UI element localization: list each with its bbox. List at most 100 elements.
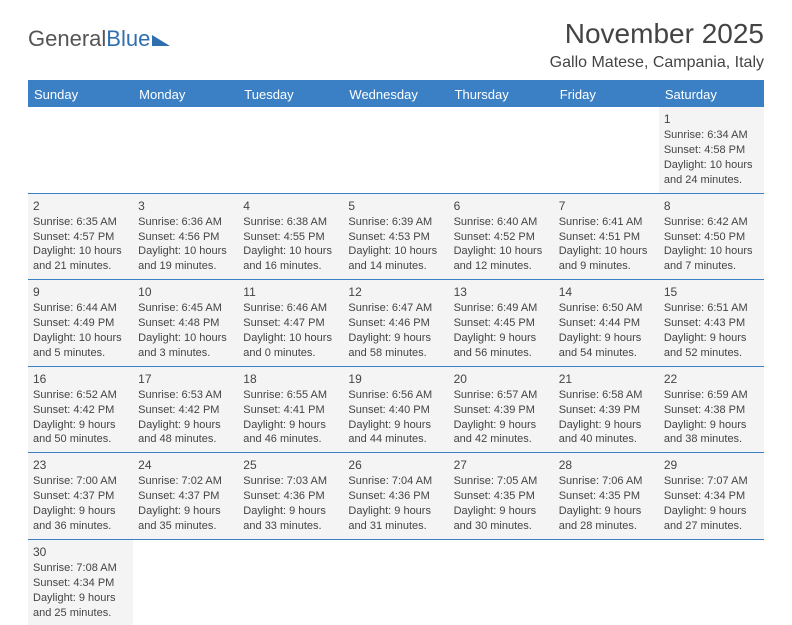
sunset-line: Sunset: 4:36 PM	[348, 489, 443, 504]
calendar-cell-empty	[133, 540, 238, 625]
daylight-line: Daylight: 10 hours and 5 minutes.	[33, 331, 128, 361]
month-title: November 2025	[550, 18, 764, 50]
sunrise-line: Sunrise: 6:53 AM	[138, 388, 233, 403]
daylight-line: Daylight: 9 hours and 52 minutes.	[664, 331, 759, 361]
day-number: 8	[664, 198, 759, 214]
weekday-header-row: SundayMondayTuesdayWednesdayThursdayFrid…	[28, 82, 764, 107]
daylight-line: Daylight: 9 hours and 42 minutes.	[454, 418, 549, 448]
daylight-line: Daylight: 9 hours and 36 minutes.	[33, 504, 128, 534]
sunset-line: Sunset: 4:44 PM	[559, 316, 654, 331]
daylight-line: Daylight: 9 hours and 46 minutes.	[243, 418, 338, 448]
calendar-cell-empty	[238, 540, 343, 625]
calendar-cell: 14Sunrise: 6:50 AMSunset: 4:44 PMDayligh…	[554, 280, 659, 366]
daylight-line: Daylight: 9 hours and 50 minutes.	[33, 418, 128, 448]
daylight-line: Daylight: 10 hours and 9 minutes.	[559, 244, 654, 274]
day-number: 5	[348, 198, 443, 214]
sunset-line: Sunset: 4:57 PM	[33, 230, 128, 245]
daylight-line: Daylight: 9 hours and 35 minutes.	[138, 504, 233, 534]
day-number: 19	[348, 371, 443, 387]
sunrise-line: Sunrise: 6:50 AM	[559, 301, 654, 316]
calendar-cell-empty	[28, 107, 133, 193]
sunset-line: Sunset: 4:35 PM	[454, 489, 549, 504]
daylight-line: Daylight: 10 hours and 0 minutes.	[243, 331, 338, 361]
calendar-cell: 2Sunrise: 6:35 AMSunset: 4:57 PMDaylight…	[28, 194, 133, 280]
daylight-line: Daylight: 9 hours and 31 minutes.	[348, 504, 443, 534]
sunrise-line: Sunrise: 6:41 AM	[559, 215, 654, 230]
daylight-line: Daylight: 10 hours and 14 minutes.	[348, 244, 443, 274]
calendar-cell: 13Sunrise: 6:49 AMSunset: 4:45 PMDayligh…	[449, 280, 554, 366]
day-number: 17	[138, 371, 233, 387]
calendar-cell: 4Sunrise: 6:38 AMSunset: 4:55 PMDaylight…	[238, 194, 343, 280]
sunrise-line: Sunrise: 6:42 AM	[664, 215, 759, 230]
sunset-line: Sunset: 4:37 PM	[138, 489, 233, 504]
calendar-body: 1Sunrise: 6:34 AMSunset: 4:58 PMDaylight…	[28, 107, 764, 625]
day-number: 23	[33, 457, 128, 473]
sunrise-line: Sunrise: 6:47 AM	[348, 301, 443, 316]
sunrise-line: Sunrise: 6:58 AM	[559, 388, 654, 403]
calendar-cell-empty	[554, 540, 659, 625]
sunset-line: Sunset: 4:43 PM	[664, 316, 759, 331]
sunset-line: Sunset: 4:50 PM	[664, 230, 759, 245]
weekday-header: Monday	[133, 82, 238, 107]
sunset-line: Sunset: 4:36 PM	[243, 489, 338, 504]
calendar-week-row: 30Sunrise: 7:08 AMSunset: 4:34 PMDayligh…	[28, 540, 764, 625]
daylight-line: Daylight: 10 hours and 12 minutes.	[454, 244, 549, 274]
calendar-week-row: 1Sunrise: 6:34 AMSunset: 4:58 PMDaylight…	[28, 107, 764, 194]
calendar-cell-empty	[343, 107, 448, 193]
logo-text-1: General	[28, 26, 106, 52]
calendar-cell: 3Sunrise: 6:36 AMSunset: 4:56 PMDaylight…	[133, 194, 238, 280]
day-number: 13	[454, 284, 549, 300]
day-number: 12	[348, 284, 443, 300]
daylight-line: Daylight: 9 hours and 25 minutes.	[33, 591, 128, 621]
day-number: 2	[33, 198, 128, 214]
weekday-header: Friday	[554, 82, 659, 107]
calendar-cell-empty	[343, 540, 448, 625]
logo: GeneralBlue	[28, 26, 170, 52]
calendar-cell: 12Sunrise: 6:47 AMSunset: 4:46 PMDayligh…	[343, 280, 448, 366]
day-number: 3	[138, 198, 233, 214]
calendar-week-row: 2Sunrise: 6:35 AMSunset: 4:57 PMDaylight…	[28, 194, 764, 281]
daylight-line: Daylight: 9 hours and 56 minutes.	[454, 331, 549, 361]
logo-text-2: Blue	[106, 26, 150, 52]
calendar-cell: 9Sunrise: 6:44 AMSunset: 4:49 PMDaylight…	[28, 280, 133, 366]
sunset-line: Sunset: 4:42 PM	[138, 403, 233, 418]
sunrise-line: Sunrise: 7:05 AM	[454, 474, 549, 489]
calendar-table: SundayMondayTuesdayWednesdayThursdayFrid…	[28, 80, 764, 625]
day-number: 15	[664, 284, 759, 300]
sunrise-line: Sunrise: 6:59 AM	[664, 388, 759, 403]
weekday-header: Thursday	[449, 82, 554, 107]
day-number: 1	[664, 111, 759, 127]
calendar-cell: 30Sunrise: 7:08 AMSunset: 4:34 PMDayligh…	[28, 540, 133, 625]
sunrise-line: Sunrise: 6:36 AM	[138, 215, 233, 230]
location-subtitle: Gallo Matese, Campania, Italy	[550, 54, 764, 72]
sunset-line: Sunset: 4:48 PM	[138, 316, 233, 331]
day-number: 21	[559, 371, 654, 387]
sunset-line: Sunset: 4:45 PM	[454, 316, 549, 331]
sunset-line: Sunset: 4:41 PM	[243, 403, 338, 418]
sunset-line: Sunset: 4:55 PM	[243, 230, 338, 245]
sunset-line: Sunset: 4:46 PM	[348, 316, 443, 331]
calendar-cell: 29Sunrise: 7:07 AMSunset: 4:34 PMDayligh…	[659, 453, 764, 539]
sunrise-line: Sunrise: 7:00 AM	[33, 474, 128, 489]
page-header: GeneralBlue November 2025 Gallo Matese, …	[0, 0, 792, 76]
day-number: 16	[33, 371, 128, 387]
daylight-line: Daylight: 9 hours and 38 minutes.	[664, 418, 759, 448]
day-number: 20	[454, 371, 549, 387]
calendar-cell: 1Sunrise: 6:34 AMSunset: 4:58 PMDaylight…	[659, 107, 764, 193]
sunset-line: Sunset: 4:53 PM	[348, 230, 443, 245]
day-number: 29	[664, 457, 759, 473]
sunset-line: Sunset: 4:37 PM	[33, 489, 128, 504]
calendar-cell: 17Sunrise: 6:53 AMSunset: 4:42 PMDayligh…	[133, 367, 238, 453]
day-number: 22	[664, 371, 759, 387]
sunset-line: Sunset: 4:35 PM	[559, 489, 654, 504]
day-number: 11	[243, 284, 338, 300]
daylight-line: Daylight: 9 hours and 54 minutes.	[559, 331, 654, 361]
calendar-cell: 24Sunrise: 7:02 AMSunset: 4:37 PMDayligh…	[133, 453, 238, 539]
calendar-cell: 19Sunrise: 6:56 AMSunset: 4:40 PMDayligh…	[343, 367, 448, 453]
sunrise-line: Sunrise: 6:44 AM	[33, 301, 128, 316]
calendar-cell: 27Sunrise: 7:05 AMSunset: 4:35 PMDayligh…	[449, 453, 554, 539]
calendar-cell: 15Sunrise: 6:51 AMSunset: 4:43 PMDayligh…	[659, 280, 764, 366]
calendar-cell: 22Sunrise: 6:59 AMSunset: 4:38 PMDayligh…	[659, 367, 764, 453]
daylight-line: Daylight: 10 hours and 7 minutes.	[664, 244, 759, 274]
logo-flag-icon	[152, 35, 170, 46]
